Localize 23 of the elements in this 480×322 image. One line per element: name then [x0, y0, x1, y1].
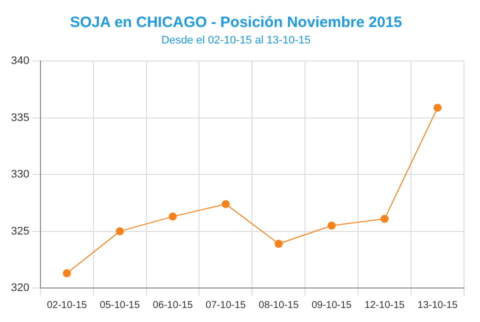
y-tick-label: 340: [10, 55, 30, 68]
x-tick-label: 12-10-15: [364, 300, 406, 311]
point: [222, 200, 230, 208]
y-tick-label: 325: [10, 225, 30, 238]
point: [328, 222, 336, 230]
point: [116, 227, 124, 236]
point: [274, 240, 283, 248]
x-tick-label: 13-10-15: [418, 300, 458, 311]
point: [168, 212, 177, 221]
point: [62, 269, 71, 278]
x-tick-label: 07-10-15: [206, 300, 246, 311]
y-tick-label: 335: [10, 112, 30, 124]
point: [380, 214, 389, 223]
x-tick-label: 05-10-15: [100, 300, 140, 311]
y-tick-label: 330: [10, 168, 30, 181]
x-tick-label: 02-10-15: [46, 300, 88, 311]
x-tick-label: 08-10-15: [258, 300, 300, 311]
chart-subtitle: Desde el 02-10-15 al 13-10-15: [161, 34, 311, 47]
chart-title: SOJA en CHICAGO - Posición Noviembre 2015: [70, 14, 402, 32]
y-tick-label: 320: [10, 282, 30, 294]
x-tick-label: 09-10-15: [312, 300, 352, 311]
point: [434, 104, 442, 112]
x-tick-label: 06-10-15: [152, 300, 194, 311]
